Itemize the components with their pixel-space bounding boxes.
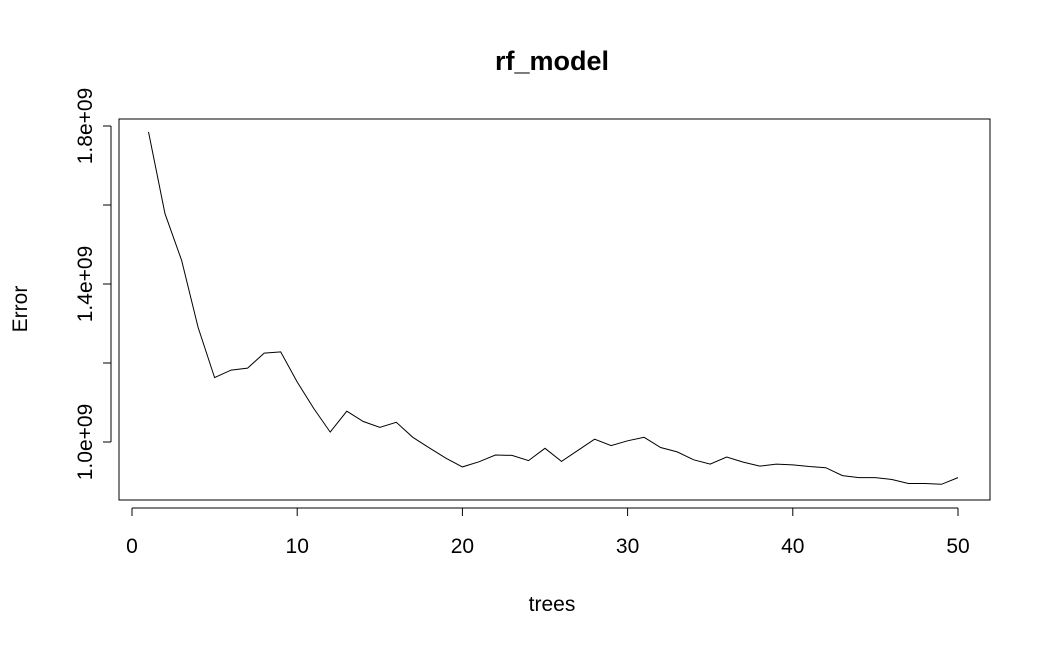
x-tick-label: 10: [286, 535, 309, 558]
series-layer: [148, 131, 959, 485]
series-line-1: [148, 131, 959, 485]
chart-title: rf_model: [495, 46, 609, 76]
y-tick-label: 1.8e+09: [74, 88, 97, 165]
plot-frame: [118, 118, 991, 501]
y-tick-label: 1.0e+09: [74, 404, 97, 481]
x-tick-label: 30: [616, 535, 639, 558]
x-axis: 0 10 20 30 40 50: [126, 507, 970, 558]
x-tick-label: 0: [126, 535, 138, 558]
x-tick-label: 40: [781, 535, 804, 558]
x-axis-label: trees: [529, 593, 576, 616]
x-tick-label: 50: [946, 535, 969, 558]
y-axis: 1.0e+09 1.4e+09 1.8e+09: [74, 88, 112, 481]
x-tick-label: 20: [451, 535, 474, 558]
y-axis-label: Error: [9, 286, 32, 333]
y-tick-label: 1.4e+09: [74, 246, 97, 323]
